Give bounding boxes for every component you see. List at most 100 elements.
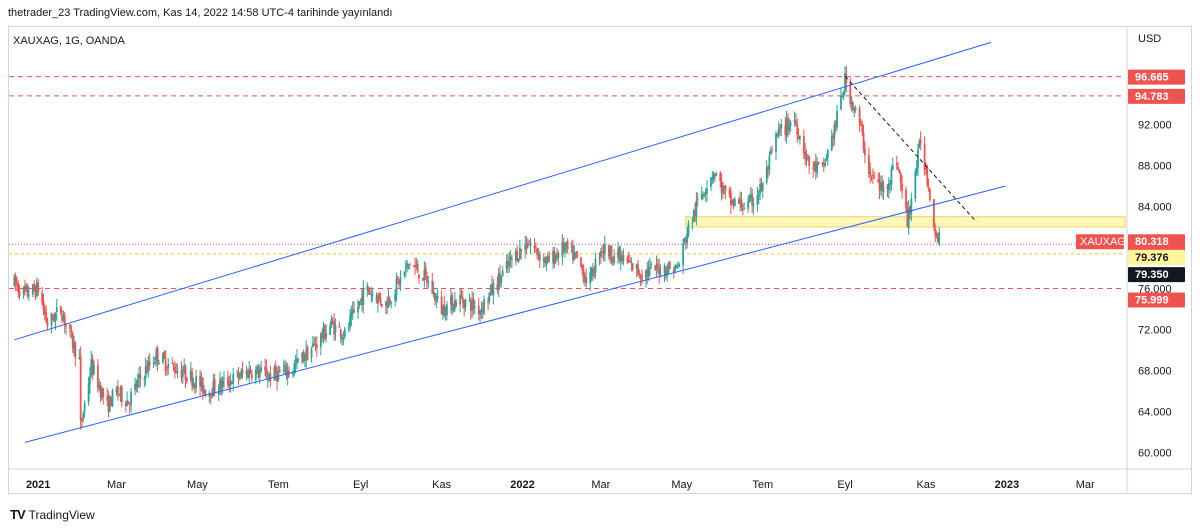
symbol-tag-text: XAUXAG	[1080, 236, 1126, 248]
chart-frame	[8, 26, 1192, 494]
candle-body-438	[825, 158, 828, 161]
candle-body-38	[82, 413, 85, 420]
candle-body-46	[98, 385, 101, 388]
candle-body-392	[740, 199, 743, 208]
candle-body-364	[687, 222, 690, 236]
candle-body-42	[90, 359, 93, 376]
candle-body-59	[120, 386, 123, 402]
candle-body-202	[387, 298, 390, 308]
candle-body-329	[622, 255, 625, 262]
candle-body-99	[195, 376, 198, 389]
candle-body-163	[314, 344, 317, 346]
candle-body-469	[882, 186, 885, 192]
footer-brand[interactable]: TradingView	[28, 507, 95, 522]
candle-body-445	[840, 96, 842, 110]
candle-body-365	[691, 222, 694, 224]
candle-body-423	[797, 136, 800, 140]
candle-body-261	[497, 273, 500, 291]
candle-body-49	[102, 388, 105, 398]
candle-body-227	[434, 292, 436, 301]
candle-body-403	[760, 183, 763, 191]
candle-body-92	[183, 366, 186, 373]
candle-body-170	[329, 326, 332, 336]
candle-body-432	[814, 161, 817, 172]
candle-body-391	[739, 199, 742, 205]
candle-body-208	[398, 280, 401, 285]
candle-body-239	[455, 301, 458, 307]
candle-body-249	[473, 306, 476, 308]
candle-body-271	[516, 251, 519, 262]
candle-body-453	[853, 109, 856, 111]
candle-body-356	[674, 266, 677, 272]
candle-body-131	[256, 366, 259, 372]
candle-body-259	[492, 283, 495, 296]
candle-body-151	[293, 364, 296, 372]
candle-body-349	[659, 273, 662, 275]
candle-body-12	[34, 288, 37, 297]
candle-body-91	[181, 373, 184, 377]
candle-body-78	[156, 348, 159, 363]
candle-body-138	[268, 374, 270, 378]
candle-body-480	[905, 189, 907, 209]
candle-body-117	[229, 380, 232, 386]
symbol-label: XAUXAG, 1G, OANDA	[13, 35, 126, 47]
candle-body-251	[479, 311, 481, 315]
candle-body-387	[731, 200, 734, 204]
candle-body-483	[909, 207, 911, 213]
candle-body-447	[842, 90, 845, 95]
symbol-tag: XAUXAG	[1076, 234, 1126, 250]
candle-body-306	[581, 264, 584, 271]
candle-body-192	[369, 292, 371, 295]
x-tick-label-7: Mar	[591, 479, 610, 491]
candle-body-425	[802, 136, 805, 154]
candle-body-381	[720, 181, 723, 193]
candle-body-107	[211, 395, 213, 397]
candle-body-353	[667, 263, 670, 273]
x-tick-label-4: Eyl	[353, 479, 368, 491]
candle-body-24	[55, 307, 58, 313]
candle-body-5	[22, 287, 25, 295]
candle-body-318	[602, 251, 605, 253]
candle-body-405	[765, 167, 768, 183]
candle-body-496	[934, 228, 937, 235]
candle-body-128	[249, 369, 252, 374]
candle-body-50	[106, 396, 109, 400]
candle-body-416	[785, 118, 788, 136]
candle-body-57	[118, 393, 121, 395]
candle-body-2	[16, 283, 18, 286]
candle-body-8	[26, 285, 29, 296]
candle-body-60	[124, 403, 127, 406]
candle-body-292	[554, 256, 557, 262]
price-label-text-5: 79.350	[1135, 269, 1169, 281]
candle-body-380	[719, 173, 722, 182]
candle-body-241	[460, 296, 463, 298]
candle-body-183	[351, 309, 354, 314]
candle-body-187	[359, 299, 362, 301]
candle-body-382	[722, 186, 724, 194]
candle-body-126	[246, 370, 249, 378]
x-tick-label-12: 2023	[995, 479, 1019, 491]
candle-body-464	[873, 177, 876, 179]
candle-body-293	[556, 254, 558, 258]
candle-body-150	[292, 371, 294, 375]
candle-body-351	[664, 266, 667, 276]
candle-body-424	[798, 136, 801, 140]
x-tick-label-0: 2021	[26, 479, 50, 491]
candle-body-418	[788, 126, 791, 130]
candle-body-348	[658, 267, 661, 275]
y-tick-label-6: 68.000	[1138, 366, 1172, 378]
candle-body-420	[793, 120, 796, 122]
candle-body-267	[508, 260, 511, 267]
candle-body-17	[43, 309, 46, 314]
x-tick-label-6: 2022	[510, 479, 534, 491]
candle-body-111	[219, 379, 221, 393]
candle-body-143	[277, 370, 280, 381]
candle-body-67	[136, 379, 139, 388]
candle-body-347	[656, 264, 659, 267]
candle-body-66	[135, 384, 138, 388]
candle-body-399	[752, 203, 755, 206]
candle-body-166	[321, 334, 324, 339]
candle-body-345	[654, 265, 657, 271]
candle-body-214	[408, 264, 411, 266]
